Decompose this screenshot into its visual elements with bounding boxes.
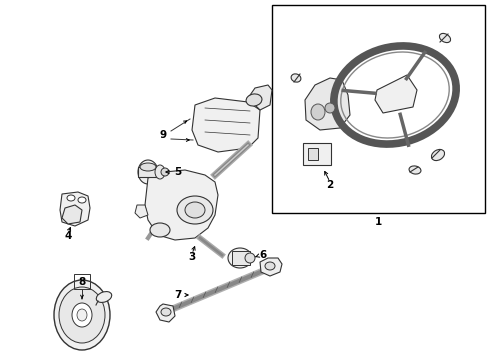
Text: 3: 3 [188, 252, 196, 262]
Polygon shape [248, 85, 272, 110]
Text: 8: 8 [78, 277, 86, 287]
Ellipse shape [155, 165, 165, 179]
Ellipse shape [140, 163, 156, 171]
Ellipse shape [54, 280, 110, 350]
Ellipse shape [311, 104, 325, 120]
Polygon shape [305, 78, 350, 130]
Text: 7: 7 [174, 290, 182, 300]
Ellipse shape [265, 262, 275, 270]
Ellipse shape [72, 303, 92, 327]
Polygon shape [145, 170, 218, 240]
Ellipse shape [161, 308, 171, 316]
Bar [272, 5, 485, 213]
Ellipse shape [177, 196, 213, 224]
Ellipse shape [245, 253, 255, 263]
Polygon shape [192, 98, 260, 152]
Bar [232, 251, 250, 265]
Ellipse shape [59, 287, 105, 343]
Ellipse shape [77, 309, 87, 321]
Text: 1: 1 [374, 217, 382, 227]
Ellipse shape [161, 168, 169, 176]
Ellipse shape [409, 166, 421, 174]
Text: 9: 9 [159, 130, 167, 140]
Ellipse shape [291, 74, 301, 82]
Polygon shape [62, 205, 82, 224]
Ellipse shape [246, 94, 262, 106]
Bar [74, 274, 90, 289]
Text: 2: 2 [326, 180, 334, 190]
Polygon shape [156, 304, 175, 322]
Bar [303, 143, 331, 165]
Ellipse shape [138, 160, 158, 184]
Ellipse shape [67, 195, 75, 201]
Bar [138, 167, 158, 177]
Ellipse shape [97, 292, 112, 302]
Bar [308, 148, 318, 160]
Text: 4: 4 [64, 231, 72, 241]
Ellipse shape [78, 197, 86, 203]
Ellipse shape [185, 202, 205, 218]
Ellipse shape [150, 223, 170, 237]
Ellipse shape [440, 33, 451, 42]
Polygon shape [135, 205, 148, 218]
Ellipse shape [228, 248, 252, 268]
Ellipse shape [325, 103, 335, 113]
Polygon shape [375, 75, 417, 113]
Polygon shape [60, 192, 90, 226]
Polygon shape [260, 258, 282, 276]
Ellipse shape [431, 149, 444, 161]
Text: 6: 6 [259, 250, 267, 260]
Text: 5: 5 [174, 167, 182, 177]
